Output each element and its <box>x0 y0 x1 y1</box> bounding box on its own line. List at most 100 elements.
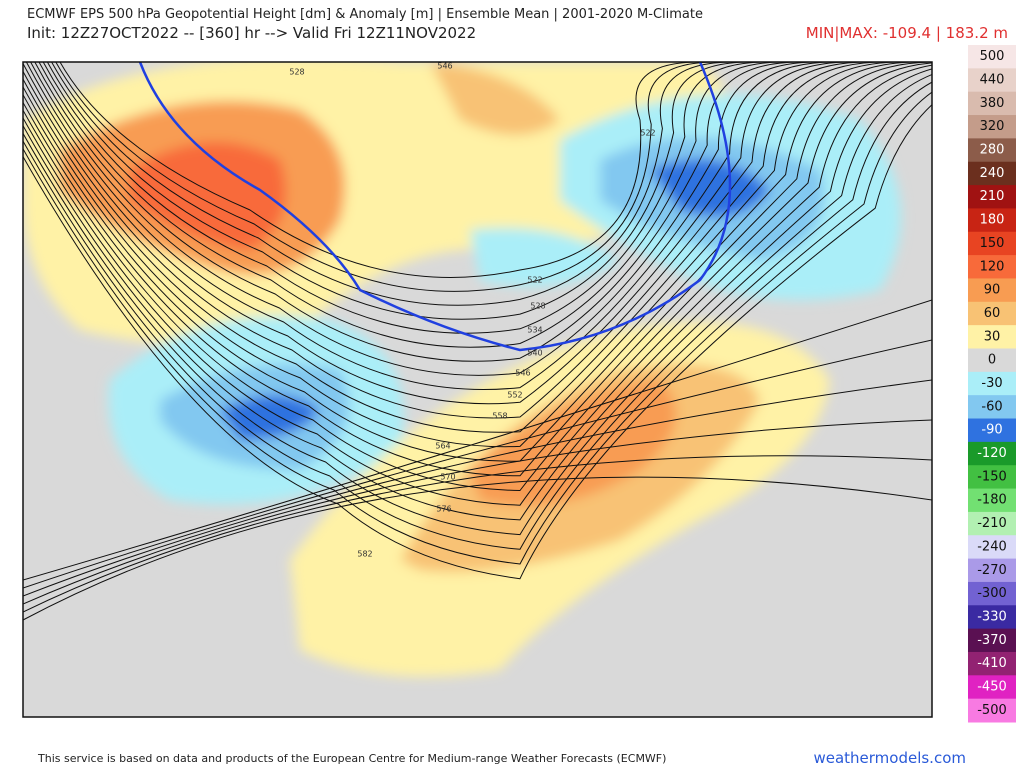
contour-line <box>23 91 932 565</box>
colorbar-label: -30 <box>981 376 1002 391</box>
contour-label: 558 <box>492 412 507 421</box>
contour-label: 546 <box>515 369 530 378</box>
colorbar-label: -240 <box>977 539 1007 554</box>
colorbar-label: -90 <box>981 423 1002 438</box>
contour-label: 576 <box>436 505 451 514</box>
contour-line <box>23 81 932 550</box>
colorbar-cell <box>968 45 1016 69</box>
colorbar-cell <box>968 605 1016 630</box>
colorbar-cell <box>968 488 1016 513</box>
contour-line <box>59 62 701 278</box>
colorbar-label: 240 <box>980 166 1005 181</box>
contour-label: 570 <box>440 473 455 482</box>
colorbar-label: -60 <box>981 399 1002 414</box>
colorbar-cell <box>968 68 1016 93</box>
contour-line <box>23 419 932 605</box>
contour-label: 546 <box>437 62 452 71</box>
height-contours <box>23 62 932 621</box>
colorbar-cell <box>968 558 1016 583</box>
colorbar-cell <box>968 418 1016 443</box>
colorbar-label: 60 <box>984 306 1001 321</box>
contour-line <box>23 68 932 521</box>
colorbar-label: 30 <box>984 329 1001 344</box>
colorbar-cell <box>968 675 1016 700</box>
colorbar-cell <box>968 395 1016 420</box>
colorbar-cell <box>968 348 1016 373</box>
colorbar-label: 280 <box>980 143 1005 158</box>
colorbar-label: -150 <box>977 469 1007 484</box>
contour-labels: 528 546 522 522 528 534 540 546 552 558 … <box>289 62 655 559</box>
colorbar-cell <box>968 628 1016 653</box>
contour-label: 540 <box>527 349 542 358</box>
colorbar-label: -180 <box>977 493 1007 508</box>
colorbar-label: 90 <box>984 283 1001 298</box>
contour-line <box>23 62 869 419</box>
contour-line <box>23 476 932 621</box>
colorbar-label: 0 <box>988 353 996 368</box>
colorbar-label: 440 <box>980 73 1005 88</box>
colorbar-cell <box>968 255 1016 279</box>
colorbar-label: 150 <box>980 236 1005 251</box>
colorbar-cell <box>968 325 1016 349</box>
colorbar-label: -300 <box>977 586 1007 601</box>
colorbar-cell <box>968 581 1016 606</box>
contour-line <box>23 74 932 536</box>
colorbar-label: 500 <box>980 49 1005 64</box>
colorbar-label: -210 <box>977 516 1007 531</box>
colorbar-cell <box>968 138 1016 163</box>
colorbar-label: -270 <box>977 563 1007 578</box>
colorbar-cell <box>968 535 1016 560</box>
map: 528 546 522 522 528 534 540 546 552 558 … <box>23 62 932 717</box>
footer-site[interactable]: weathermodels.com <box>813 749 966 767</box>
subtitle: Init: 12Z27OCT2022 -- [360] hr --> Valid… <box>27 24 476 42</box>
contour-label: 582 <box>357 550 372 559</box>
contour-line <box>23 339 932 589</box>
contour-line <box>23 455 932 613</box>
footer-credit: This service is based on data and produc… <box>37 752 666 765</box>
colorbar-cell <box>968 185 1016 209</box>
min-max: MIN|MAX: -109.4 | 183.2 m <box>806 24 1008 42</box>
contour-line <box>23 299 932 581</box>
colorbar-cell <box>968 441 1016 466</box>
colorbar-cell <box>968 208 1016 233</box>
colorbar-cell <box>968 161 1016 186</box>
contour-line <box>23 62 932 477</box>
colorbar-cell <box>968 231 1016 256</box>
contour-label: 522 <box>640 129 655 138</box>
colorbar-label: -450 <box>977 679 1007 694</box>
colorbar-cell <box>968 278 1016 303</box>
colorbar-label: -120 <box>977 446 1007 461</box>
contour-line <box>38 62 785 348</box>
colorbar-cell <box>968 115 1016 139</box>
contour-line <box>23 379 932 597</box>
contour-line <box>23 104 932 580</box>
colorbar-label: 210 <box>980 189 1005 204</box>
contour-line <box>23 62 902 448</box>
map-frame <box>22 61 933 718</box>
title: ECMWF EPS 500 hPa Geopotential Height [d… <box>27 7 703 22</box>
contour-label: 534 <box>527 326 542 335</box>
colorbar-cell <box>968 371 1016 396</box>
colorbar-cell <box>968 91 1016 116</box>
contour-line <box>23 62 919 462</box>
contour-line <box>46 62 751 320</box>
contour-line <box>25 62 835 390</box>
colorbar-label: 380 <box>980 96 1005 111</box>
contour-line <box>42 62 768 334</box>
colorbar-cell <box>968 651 1016 676</box>
colorbar-label: -500 <box>977 703 1007 718</box>
contour-label: 522 <box>527 276 542 285</box>
colorbar-label: -410 <box>977 656 1007 671</box>
colorbar: 500 440 380 320 280 240 210 180 150 120 90 60 30 0 -30… <box>968 45 1016 723</box>
colorbar-label: -370 <box>977 633 1007 648</box>
colorbar-label: -330 <box>977 609 1007 624</box>
contour-line <box>23 62 932 492</box>
colorbar-label: 120 <box>980 259 1005 274</box>
colorbar-cell <box>968 698 1016 723</box>
contour-label: 528 <box>530 302 545 311</box>
colorbar-label: 180 <box>980 213 1005 228</box>
colorbar-label: 320 <box>980 119 1005 134</box>
colorbar-cell <box>968 511 1016 536</box>
